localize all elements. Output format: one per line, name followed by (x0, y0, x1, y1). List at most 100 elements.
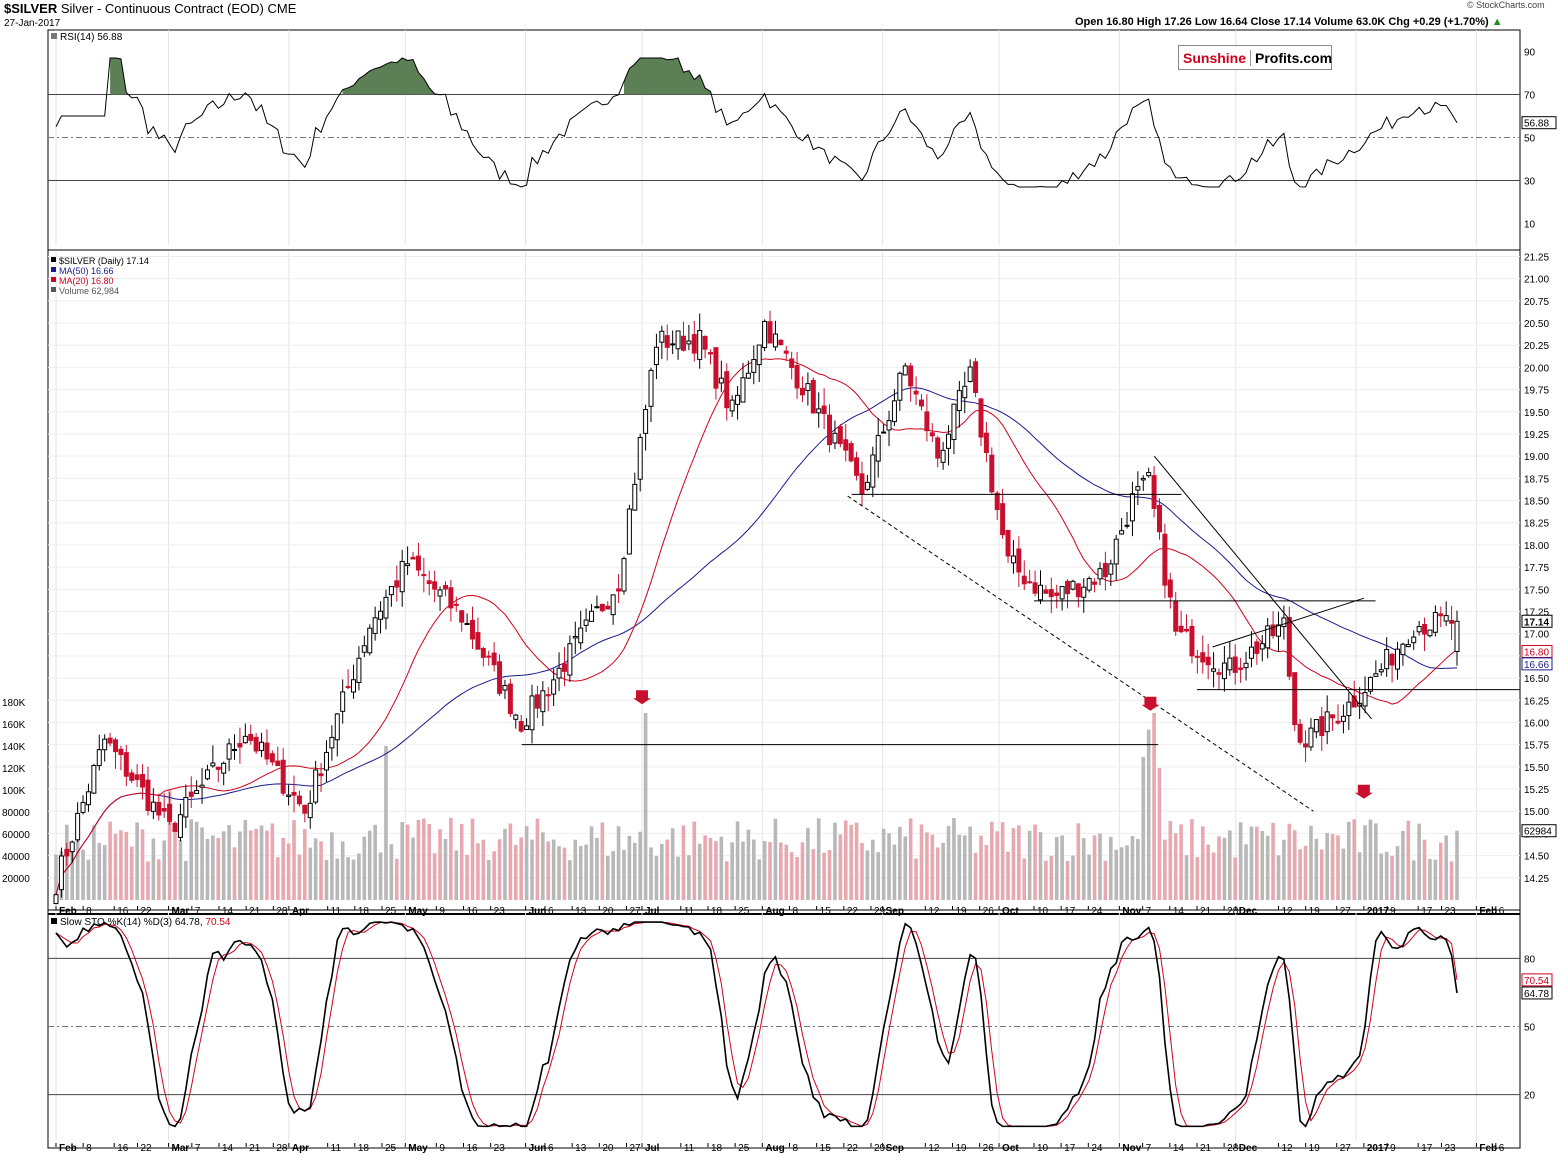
volume-bar (113, 833, 118, 900)
volume-bar (292, 820, 296, 900)
price-legend-entry: $SILVER (Daily) 17.14 (59, 256, 149, 266)
candle-body (1313, 719, 1319, 733)
candle-body (1119, 530, 1125, 535)
price-tick-label: 16.00 (1524, 718, 1549, 729)
ma50-line (55, 387, 1458, 895)
candle-body (621, 558, 627, 592)
candle-body (1173, 601, 1179, 632)
sto-last-label: 64.78 (1524, 989, 1549, 1000)
x-axis-label: Jun (529, 1143, 547, 1154)
volume-bar (1146, 729, 1151, 900)
volume-bar (389, 844, 394, 900)
x-axis-label: 9 (1390, 1143, 1396, 1154)
candle-body (1054, 592, 1060, 596)
candle-body (1059, 585, 1065, 600)
volume-bar (1087, 854, 1091, 900)
x-axis-label: 8 (86, 906, 92, 917)
volume-bar (200, 827, 204, 900)
volume-bar (1347, 821, 1351, 900)
x-axis-label: 24 (1091, 1143, 1103, 1154)
volume-bar (324, 859, 329, 900)
volume-bar (449, 817, 453, 900)
candle-body (394, 580, 400, 588)
x-axis-label: Mar (172, 1143, 190, 1154)
volume-bar (1217, 836, 1221, 900)
candle-body (399, 560, 405, 593)
candle-body (534, 694, 540, 709)
candle-body (145, 779, 151, 811)
volume-bar (129, 846, 134, 900)
candle-body (296, 795, 302, 805)
candle-body (134, 774, 140, 780)
candle-body (123, 752, 129, 777)
candle-body (794, 365, 800, 389)
candle-body (232, 748, 238, 751)
volume-bar (757, 859, 762, 900)
dashed-trend-line (847, 495, 1314, 812)
candle-body (426, 580, 432, 585)
price-tick-label: 15.50 (1524, 763, 1549, 774)
volume-bar (1249, 826, 1254, 900)
x-axis-label: 11 (331, 1143, 342, 1154)
candle-body (799, 387, 805, 396)
volume-bar (1071, 855, 1075, 900)
volume-bar (1298, 849, 1302, 900)
sto-d-line (55, 921, 1458, 1127)
candle-body (924, 411, 930, 432)
volume-bar (806, 827, 810, 900)
price-last-label: 16.80 (1524, 647, 1549, 658)
candle-body (486, 655, 492, 658)
volume-bar (1200, 826, 1205, 900)
price-tick-label: 17.75 (1524, 563, 1549, 574)
volume-marker-arrow-icon (633, 690, 652, 705)
x-axis-label: 17 (1421, 906, 1433, 917)
volume-bar (773, 818, 778, 900)
volume-bar (1395, 846, 1400, 900)
candle-body (226, 743, 232, 760)
volume-bar (351, 859, 356, 900)
price-tick-label: 15.00 (1524, 807, 1549, 818)
candle-body (708, 352, 714, 355)
volume-tick-label: 20000 (2, 874, 30, 885)
x-axis-label: May (408, 1143, 428, 1154)
candle-body (935, 437, 941, 459)
x-axis-label: 16 (466, 906, 478, 917)
volume-bar (962, 835, 967, 900)
volume-bar (800, 842, 805, 900)
volume-bar (654, 856, 659, 900)
candle-body (448, 587, 454, 609)
rsi-value-box (1521, 116, 1557, 130)
x-axis-label: 28 (1227, 906, 1239, 917)
candle-body (264, 742, 270, 760)
candle-body (837, 426, 843, 445)
volume-bar (481, 839, 486, 900)
sto-tick-label: 50 (1524, 1023, 1536, 1034)
x-axis-label: Apr (292, 906, 309, 917)
volume-tick-label: 40000 (2, 852, 30, 863)
volume-bar (384, 746, 388, 900)
candle-body (589, 610, 595, 622)
volume-bar (908, 818, 913, 900)
volume-tick-label: 80000 (2, 808, 30, 819)
candle-body (1335, 720, 1341, 724)
candle-body (1275, 624, 1281, 637)
volume-bar (643, 713, 648, 900)
chart-date: 27-Jan-2017 (4, 18, 61, 29)
candle-body (323, 751, 329, 771)
sto-k-line (55, 921, 1458, 1128)
candle-body (340, 691, 346, 712)
volume-bar (914, 858, 918, 900)
volume-bar (102, 845, 107, 900)
x-axis-label: Dec (1239, 906, 1258, 917)
volume-bar (1033, 824, 1037, 900)
volume-bar (503, 828, 507, 900)
sto-tick-label: 80 (1524, 954, 1536, 965)
volume-bar (400, 822, 404, 900)
candle-body (53, 894, 59, 905)
volume-bar (1455, 830, 1459, 900)
volume-bar (81, 849, 85, 900)
volume-last-label-box (1521, 824, 1557, 838)
volume-bar (946, 825, 951, 900)
candle-body (946, 433, 952, 449)
candle-body (415, 555, 421, 571)
